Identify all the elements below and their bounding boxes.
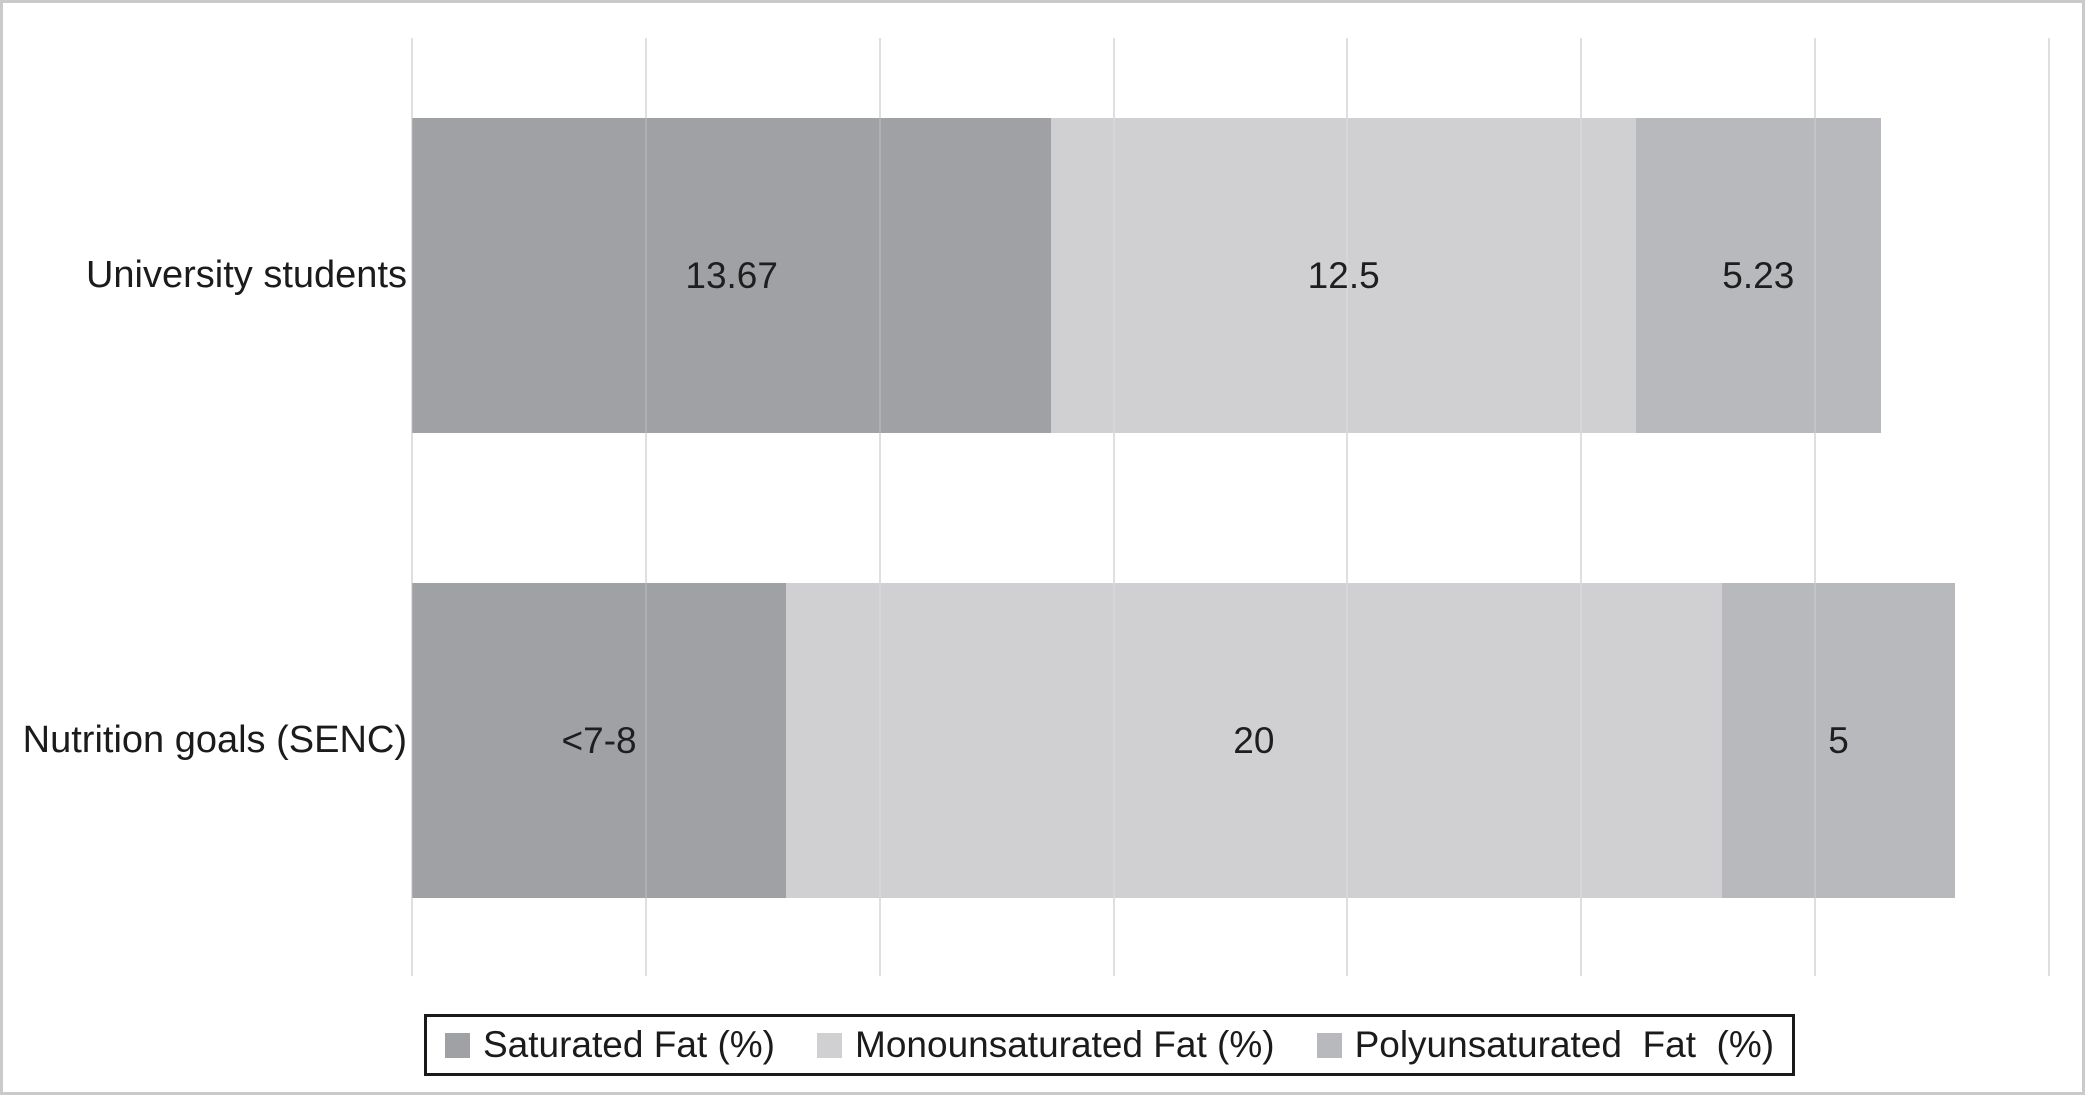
category-axis: University students Nutrition goals (SENC…	[3, 3, 407, 1092]
gridline-overlay	[1580, 38, 1583, 976]
legend-item: Polyunsaturated Fat (%)	[1316, 1024, 1775, 1066]
legend-item: Monounsaturated Fat (%)	[817, 1024, 1275, 1066]
gridline	[2048, 38, 2050, 976]
bar-segment: <7-8	[412, 583, 787, 898]
value-label: <7-8	[561, 719, 637, 761]
gridline	[1814, 38, 1817, 976]
legend-marker-icon	[445, 1032, 470, 1058]
bar-segment: 13.67	[412, 118, 1052, 433]
value-label: 5	[1828, 719, 1849, 761]
legend: Saturated Fat (%) Monounsaturated Fat (%)…	[424, 1014, 1796, 1076]
stacked-bar: <7-8 20 5	[412, 583, 2049, 898]
gridline-overlay	[1112, 38, 1115, 976]
bar-segment: 12.5	[1051, 118, 1636, 433]
plot-area: 13.67 12.5 5.23 <7-8 20 5	[411, 38, 2050, 976]
bar-segment: 20	[786, 583, 1722, 898]
gridline	[878, 38, 881, 976]
stacked-bar: 13.67 12.5 5.23	[412, 118, 2049, 433]
legend-label: Polyunsaturated Fat (%)	[1354, 1024, 1775, 1065]
gridline	[1346, 38, 1349, 976]
gridline	[411, 38, 413, 976]
legend-marker-icon	[1316, 1032, 1342, 1058]
category-label: Nutrition goals (SENC)	[22, 719, 407, 761]
gridline-overlay	[1346, 38, 1349, 976]
value-label: 5.23	[1722, 254, 1795, 296]
legend-item: Saturated Fat (%)	[445, 1024, 775, 1066]
gridline	[1580, 38, 1583, 976]
value-label: 12.5	[1307, 254, 1380, 296]
legend-label: Saturated Fat (%)	[483, 1024, 776, 1065]
value-label: 13.67	[685, 254, 778, 296]
legend-marker-icon	[817, 1032, 843, 1058]
gridline	[1112, 38, 1115, 976]
bar-segment: 5.23	[1636, 118, 1881, 433]
legend-label: Monounsaturated Fat (%)	[855, 1024, 1275, 1065]
bar-segment: 5	[1721, 583, 1956, 898]
value-label: 20	[1233, 719, 1275, 761]
gridline-overlay	[1814, 38, 1817, 976]
gridline-overlay	[2048, 38, 2050, 976]
category-label: University students	[85, 254, 407, 296]
gridline	[644, 38, 647, 976]
gridline-overlay	[411, 38, 413, 976]
gridline-overlay	[644, 38, 647, 976]
gridline-overlay	[878, 38, 881, 976]
